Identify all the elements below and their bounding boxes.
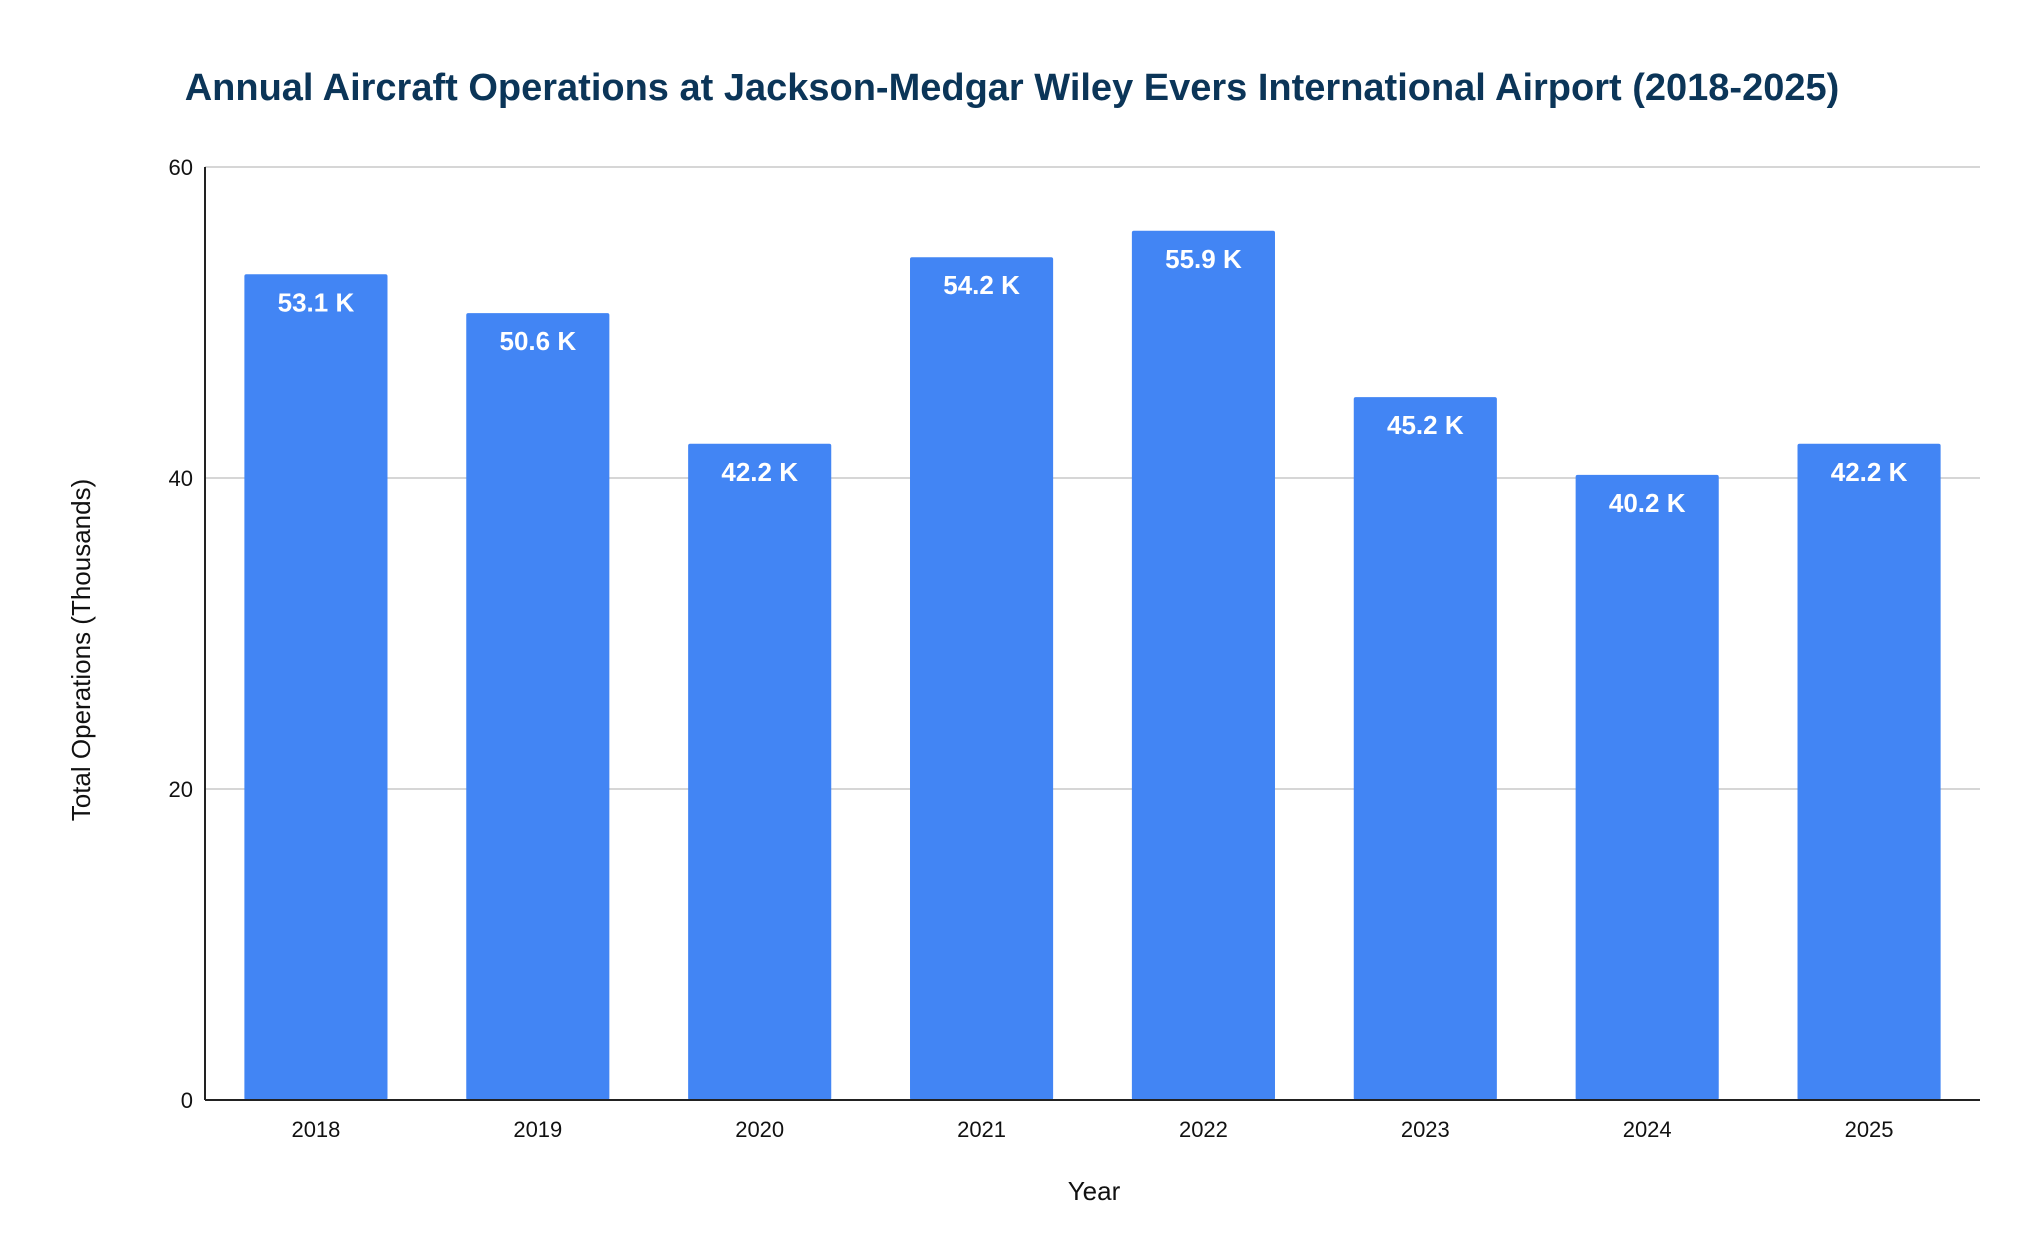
data-label: 54.2 K	[943, 270, 1020, 300]
y-tick-label: 20	[169, 777, 193, 802]
data-label: 53.1 K	[278, 287, 355, 317]
bar-2023	[1353, 397, 1497, 1100]
y-tick-label: 60	[169, 155, 193, 180]
x-tick-label: 2025	[1845, 1117, 1894, 1142]
axes	[204, 167, 1980, 1101]
bar-2020	[688, 443, 832, 1100]
x-tick-label: 2024	[1623, 1117, 1672, 1142]
data-label: 40.2 K	[1609, 488, 1686, 518]
x-tick-label: 2018	[291, 1117, 340, 1142]
y-axis-title: Total Operations (Thousands)	[66, 479, 96, 822]
chart-title: Annual Aircraft Operations at Jackson-Me…	[185, 67, 1840, 109]
y-tick-label: 40	[169, 466, 193, 491]
x-axis-title: Year	[1068, 1176, 1121, 1206]
data-label: 42.2 K	[1831, 457, 1908, 487]
data-label: 50.6 K	[500, 326, 577, 356]
x-tick-label: 2023	[1401, 1117, 1450, 1142]
bar-2019	[466, 313, 610, 1100]
bar-2022	[1131, 230, 1275, 1100]
x-tick-label: 2019	[513, 1117, 562, 1142]
x-tick-label: 2022	[1179, 1117, 1228, 1142]
data-label: 42.2 K	[721, 457, 798, 487]
x-tick-label: 2021	[957, 1117, 1006, 1142]
x-tick-label: 2020	[735, 1117, 784, 1142]
data-labels: 53.1 K 50.6 K 42.2 K 54.2 K 55.9 K 45.2 K 40.2…	[278, 244, 1908, 518]
bars	[244, 230, 1941, 1100]
bar-2021	[910, 257, 1054, 1100]
tick-labels: 0 20 40 60 2018 2019 2020 2021 2022 2023 2024 2025	[169, 155, 1894, 1142]
data-label: 55.9 K	[1165, 244, 1242, 274]
bar-2024	[1575, 474, 1719, 1100]
data-label: 45.2 K	[1387, 410, 1464, 440]
y-tick-label: 0	[181, 1088, 193, 1113]
bar-2025	[1797, 443, 1941, 1100]
bar-2018	[244, 274, 388, 1100]
